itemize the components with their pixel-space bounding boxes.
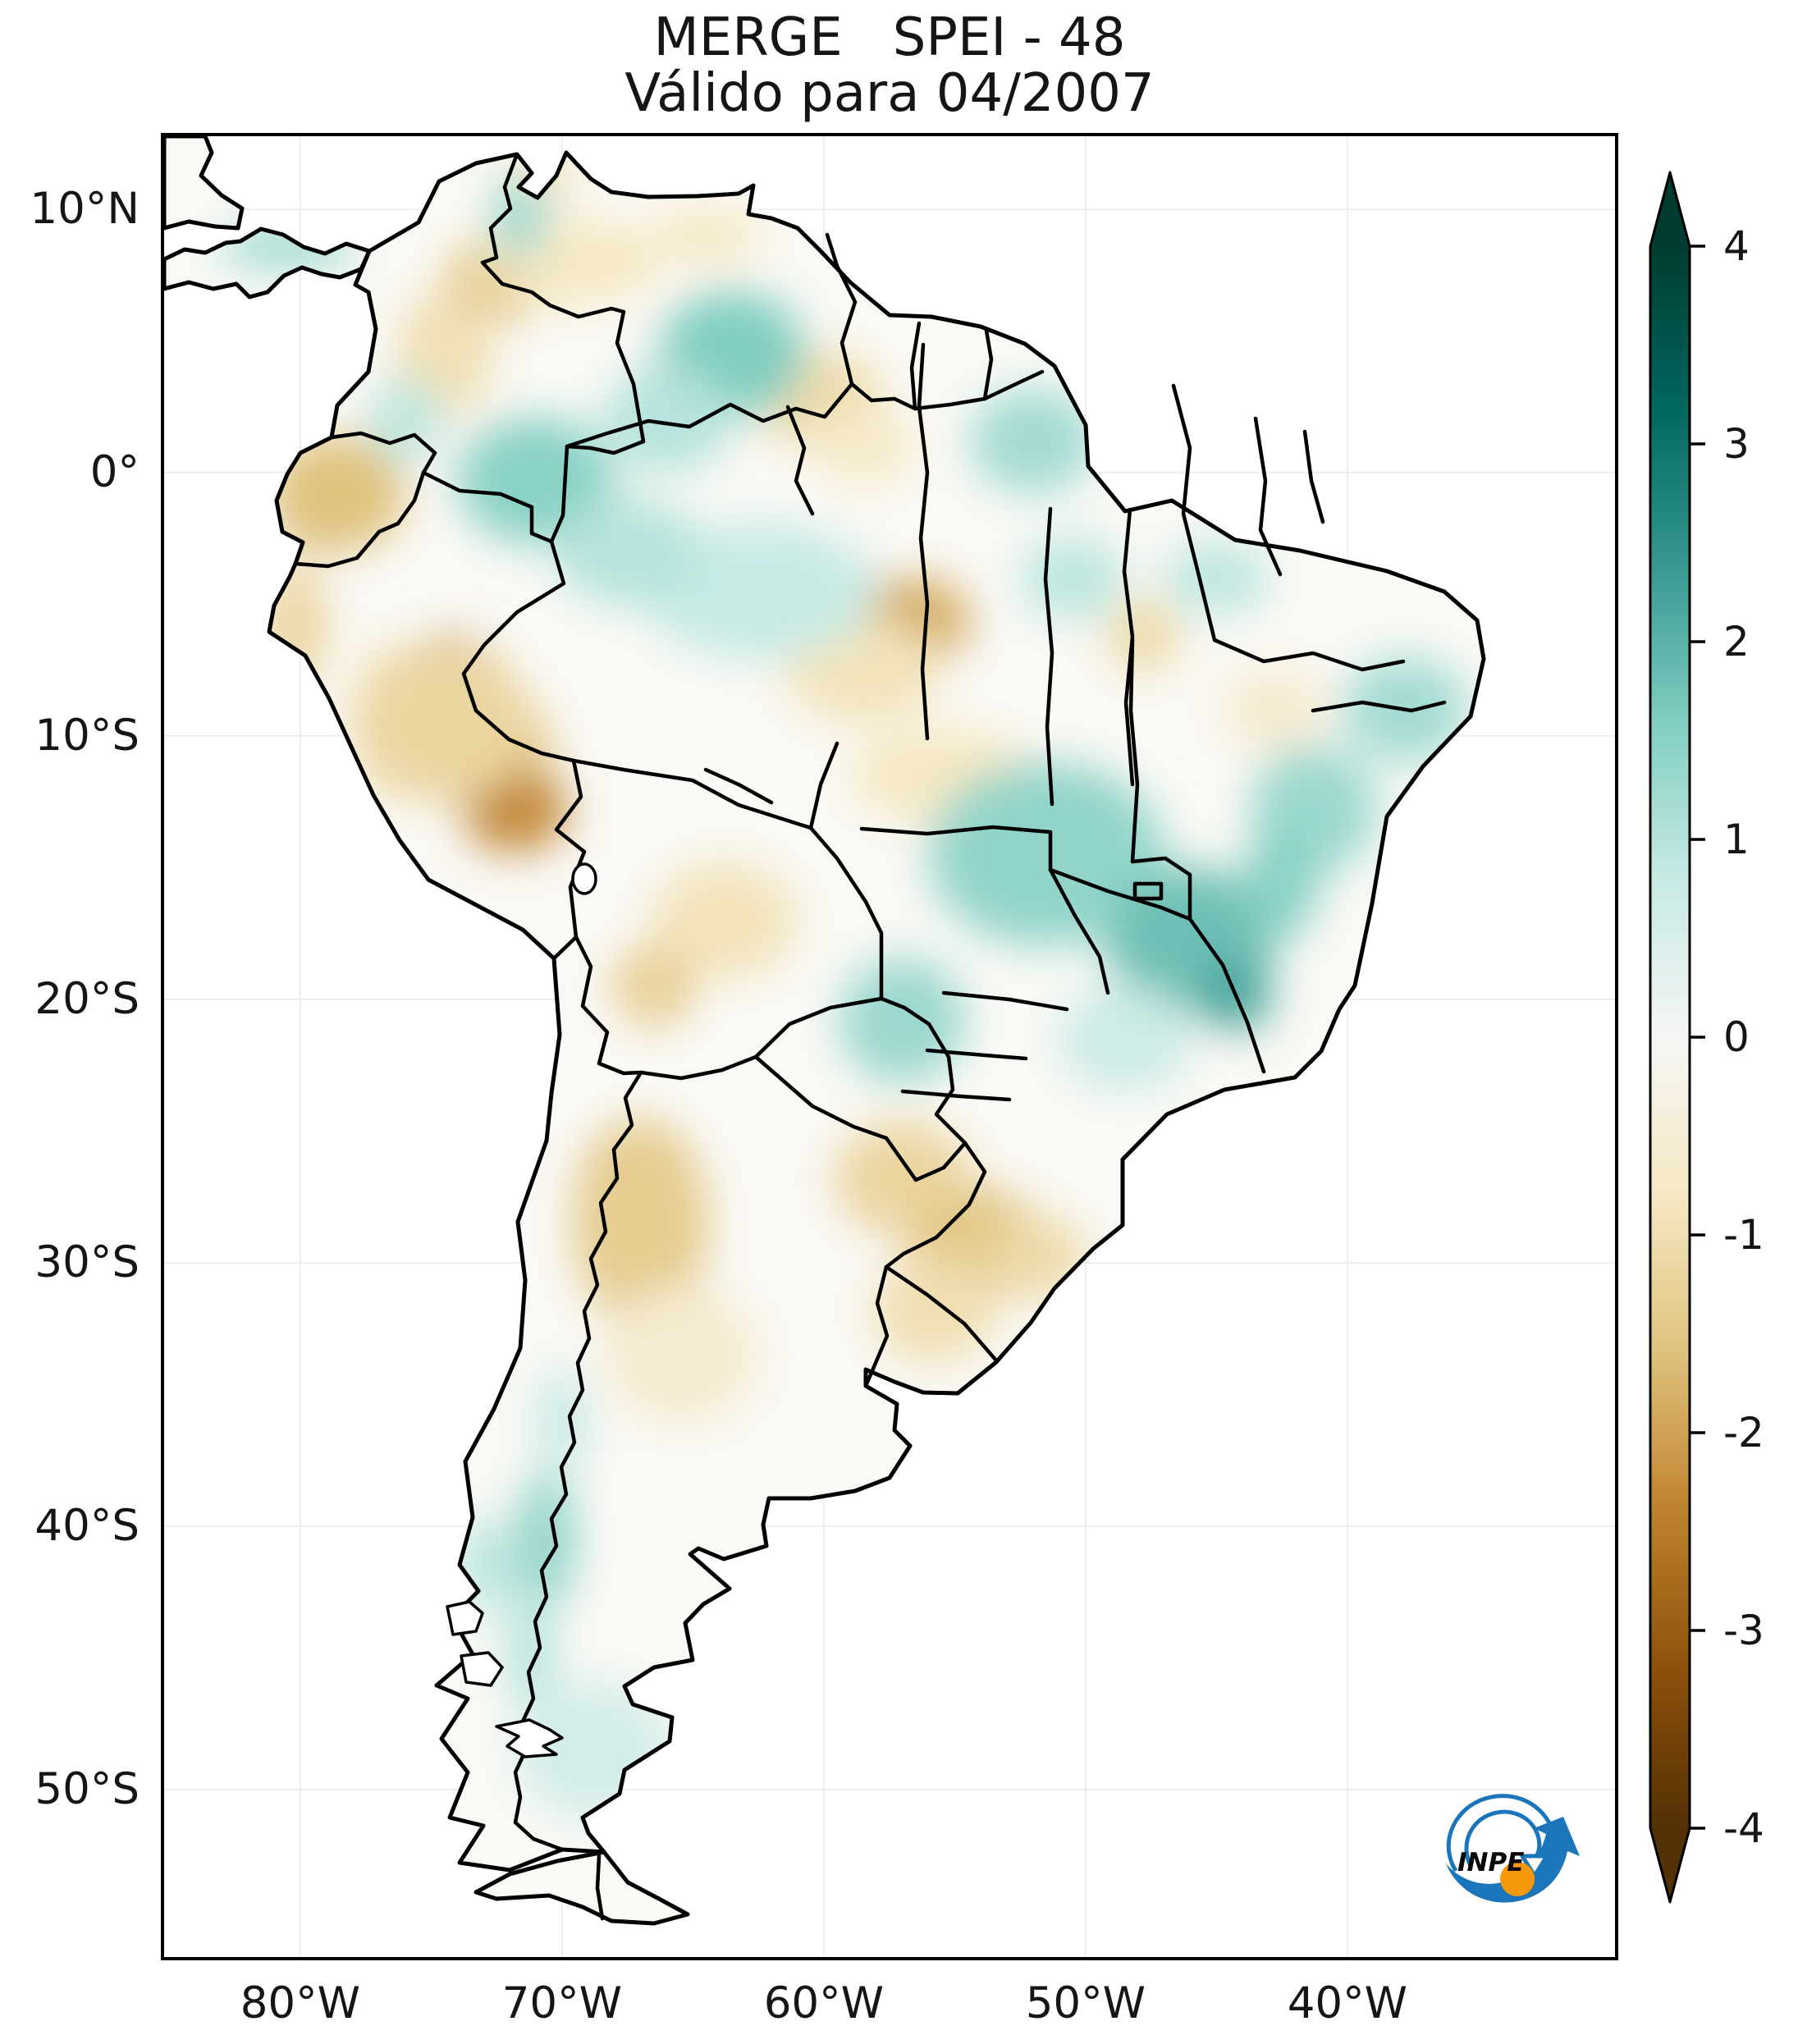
colorbar-tick-label: 3 — [1723, 420, 1750, 468]
anomaly-blob — [457, 417, 615, 544]
anomaly-blob — [1056, 985, 1193, 1092]
colorbar-tick-label: 0 — [1723, 1013, 1750, 1061]
colorbar-tick-label: -3 — [1723, 1607, 1764, 1654]
figure-title: MERGE SPEI - 48 Válido para 04/2007 — [164, 10, 1615, 121]
map-canvas: INPE — [161, 133, 1618, 1960]
colorbar-tick-label: -1 — [1723, 1211, 1764, 1259]
anomaly-blob — [1164, 541, 1270, 615]
anomaly-blob — [535, 1368, 588, 1474]
anomaly-blob — [268, 435, 405, 552]
anomaly-blob — [1221, 667, 1327, 752]
lat-tick-label: 20°S — [34, 973, 140, 1024]
inpe-swoosh-arrow-icon — [1446, 1817, 1580, 1903]
anomaly-blob — [1106, 598, 1180, 673]
anomaly-blob — [572, 1118, 709, 1329]
colorbar — [1649, 171, 1705, 1904]
anomaly-blob — [651, 862, 798, 979]
south-america-map — [164, 136, 1615, 1957]
lat-tick-label: 10°N — [30, 183, 140, 234]
colorbar-tick-label: 2 — [1723, 618, 1750, 665]
anomaly-blob — [1020, 535, 1125, 620]
anomaly-blob — [601, 1286, 759, 1424]
anomaly-blob — [991, 1215, 1086, 1300]
anomaly-blob — [263, 562, 327, 689]
anomaly-blob — [355, 643, 533, 803]
lon-tick-label: 50°W — [1025, 1978, 1146, 2028]
colorbar-tick-label: -4 — [1723, 1804, 1764, 1852]
inpe-orbit-icon — [1446, 1794, 1557, 1873]
colorbar-tick-label: 4 — [1723, 222, 1750, 270]
inpe-logo: INPE — [1438, 1787, 1585, 1914]
anomaly-blob — [506, 1594, 555, 1711]
colorbar-tick-label: -2 — [1723, 1409, 1764, 1456]
lat-tick-label: 50°S — [34, 1763, 140, 1814]
anomaly-blob — [603, 367, 730, 473]
inpe-logo-graphic: INPE — [1446, 1794, 1580, 1903]
lakes — [446, 862, 597, 1758]
anomaly-blob — [1245, 822, 1319, 940]
anomaly-blob — [970, 388, 1096, 494]
inpe-orange-ball-icon — [1500, 1862, 1535, 1896]
colorbar-tick-marks — [1690, 245, 1705, 1830]
lat-tick-label: 40°S — [34, 1500, 140, 1551]
title-line-1: MERGE SPEI - 48 — [653, 7, 1126, 68]
anomaly-blob — [840, 957, 966, 1084]
anomaly-blob — [810, 406, 916, 486]
anomaly-blob — [554, 499, 701, 605]
lon-tick-label: 80°W — [240, 1978, 361, 2028]
inpe-logo-text: INPE — [1457, 1848, 1524, 1877]
anomaly-blob — [871, 1257, 997, 1363]
political-borders — [293, 152, 1447, 1921]
anomaly-blob — [928, 762, 1164, 947]
colorbar-tick-label: 1 — [1723, 816, 1750, 863]
anomaly-blob — [611, 944, 696, 1029]
title-line-2: Válido para 04/2007 — [624, 63, 1155, 124]
colorbar-bar — [1649, 171, 1691, 1904]
lat-tick-label: 30°S — [34, 1237, 140, 1287]
lon-tick-label: 60°W — [763, 1978, 885, 2028]
lon-tick-label: 40°W — [1287, 1978, 1408, 2028]
lat-tick-label: 0° — [89, 446, 140, 497]
anomaly-blob — [648, 203, 764, 268]
lon-tick-label: 70°W — [501, 1978, 623, 2028]
lat-tick-label: 10°S — [34, 710, 140, 761]
